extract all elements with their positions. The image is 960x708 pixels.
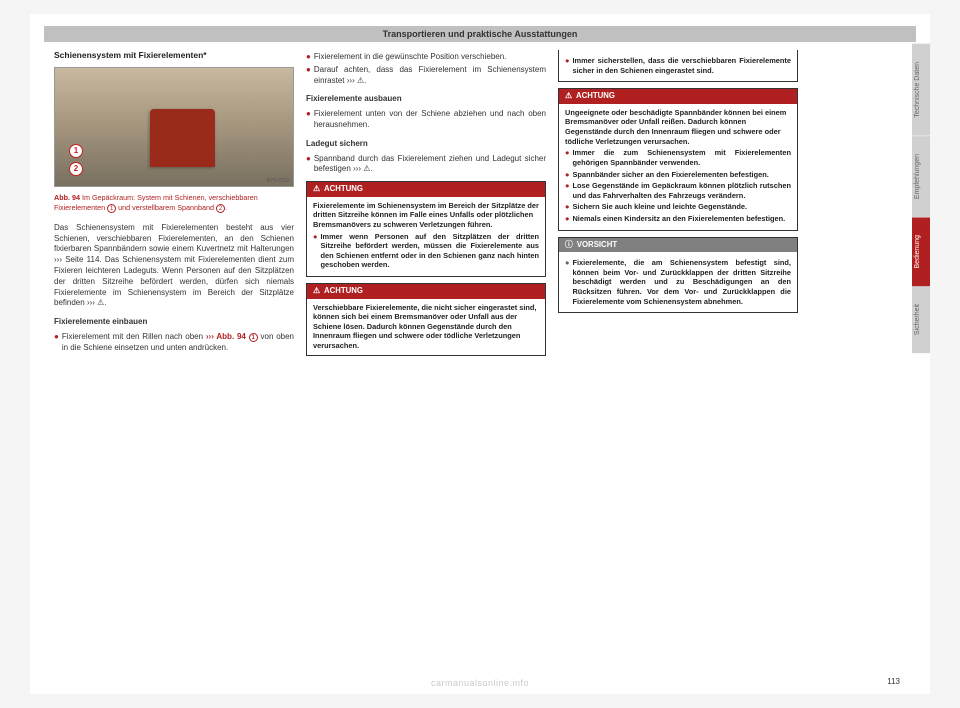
warning-title: ACHTUNG xyxy=(576,91,615,102)
bullet-dot: ● xyxy=(313,232,317,271)
tab-bedienung[interactable]: Bedienung xyxy=(912,217,930,286)
page-number: 113 xyxy=(887,677,900,686)
warning-body: Ungeeignete oder beschädigte Spannbänder… xyxy=(559,104,797,230)
fig-ref: ››› Abb. 94 xyxy=(206,332,249,341)
bullet-dot: ● xyxy=(306,154,311,176)
caption-end: . xyxy=(225,203,227,212)
bullet-item: ●Fixierelemente, die am Schienensystem b… xyxy=(565,258,791,306)
caution-body: ●Fixierelemente, die am Schienensystem b… xyxy=(559,252,797,312)
bullet-item: ●Darauf achten, dass das Fixierelement i… xyxy=(306,65,546,87)
bullet-item: ●Fixierelement unten von der Schiene abz… xyxy=(306,109,546,131)
bullet-text: Niemals einen Kindersitz an den Fixierel… xyxy=(572,214,785,224)
bullet-text: Spannband durch das Fixierelement ziehen… xyxy=(314,154,546,176)
caution-title: VORSICHT xyxy=(577,240,617,251)
caption-num-2: 2 xyxy=(216,204,225,213)
bullet-text: Lose Gegenstände im Gepäckraum können pl… xyxy=(572,181,791,200)
bullet-item: ●Spannbänder sicher an den Fixierelement… xyxy=(565,170,791,180)
bullet-text: Darauf achten, dass das Fixierelement im… xyxy=(314,65,546,87)
bullet-dot: ● xyxy=(306,52,311,63)
warning-header: ⚠ ACHTUNG xyxy=(307,182,545,197)
sub-heading: Ladegut sichern xyxy=(306,139,546,150)
marker-2: 2 xyxy=(69,162,83,176)
caution-header: ⓘ VORSICHT xyxy=(559,238,797,253)
bullet-text: Fixierelement mit den Rillen nach oben ›… xyxy=(62,332,294,354)
warning-icon: ⚠ xyxy=(565,91,572,102)
paragraph: Das Schienensystem mit Fixierelementen b… xyxy=(54,223,294,309)
bullet-dot: ● xyxy=(565,214,569,224)
bullet-text: Fixierelement unten von der Schiene abzi… xyxy=(314,109,546,131)
warning-box: ⚠ ACHTUNG Ungeeignete oder beschädigte Sp… xyxy=(558,88,798,230)
warning-body: Fixierelemente im Schienensystem im Bere… xyxy=(307,197,545,276)
sub-heading: Fixierelemente ausbauen xyxy=(306,94,546,105)
bullet-item: ●Spannband durch das Fixierelement ziehe… xyxy=(306,154,546,176)
warning-header: ⚠ ACHTUNG xyxy=(307,284,545,299)
bullet-text: Fixierelemente, die am Schienensystem be… xyxy=(572,258,791,306)
warning-title: ACHTUNG xyxy=(324,184,363,195)
bullet-item: ●Fixierelement in die gewünschte Positio… xyxy=(306,52,546,63)
watermark: carmanualsonline.info xyxy=(431,678,529,688)
figure-code: B7V-0712 xyxy=(267,178,289,185)
bullet-dot: ● xyxy=(565,202,569,212)
bullet-text: Immer sicherstellen, dass die verschiebb… xyxy=(572,56,791,75)
column-2: ●Fixierelement in die gewünschte Positio… xyxy=(306,50,546,362)
figure-caption: Abb. 94 Im Gepäckraum: System mit Schien… xyxy=(54,191,294,218)
tab-empfehlungen[interactable]: Empfehlungen xyxy=(912,136,930,217)
bullet-dot: ● xyxy=(54,332,59,354)
info-icon: ⓘ xyxy=(565,240,573,251)
figure-element xyxy=(150,109,215,167)
bullet-item: ●Immer sicherstellen, dass die verschieb… xyxy=(565,56,791,75)
bullet-text: Sichern Sie auch kleine und leichte Gege… xyxy=(572,202,747,212)
bullet-item: ●Immer wenn Personen auf den Sitzplätzen… xyxy=(313,232,539,271)
caption-ref: Abb. 94 xyxy=(54,193,80,202)
bullet-text: Fixierelement in die gewünschte Position… xyxy=(314,52,507,63)
bullet-text: Immer die zum Schienensystem mit Fixiere… xyxy=(572,148,791,167)
warning-para: Fixierelemente im Schienensystem im Bere… xyxy=(313,201,539,230)
content-columns: Schienensystem mit Fixierelementen* 1 2 … xyxy=(30,50,930,362)
warning-box-cont: ●Immer sicherstellen, dass die verschieb… xyxy=(558,50,798,82)
text: Fixierelement mit den Rillen nach oben xyxy=(62,332,206,341)
caption-text2: und verstellbarem Spannband xyxy=(116,203,216,212)
sub-heading: Fixierelemente einbauen xyxy=(54,317,294,328)
bullet-dot: ● xyxy=(565,258,569,306)
column-1: Schienensystem mit Fixierelementen* 1 2 … xyxy=(54,50,294,362)
bullet-text: Immer wenn Personen auf den Sitzplätzen … xyxy=(320,232,539,271)
bullet-item: ●Sichern Sie auch kleine und leichte Geg… xyxy=(565,202,791,212)
bullet-dot: ● xyxy=(565,148,569,167)
bullet-item: ● Fixierelement mit den Rillen nach oben… xyxy=(54,332,294,354)
bullet-item: ●Niemals einen Kindersitz an den Fixiere… xyxy=(565,214,791,224)
bullet-dot: ● xyxy=(306,109,311,131)
warning-body: ●Immer sicherstellen, dass die verschieb… xyxy=(559,50,797,81)
ref-num: 1 xyxy=(249,333,258,342)
marker-1: 1 xyxy=(69,144,83,158)
warning-box: ⚠ ACHTUNG Fixierelemente im Schienensyste… xyxy=(306,181,546,277)
page-header: Transportieren und praktische Ausstattun… xyxy=(44,26,916,42)
figure-abb94: 1 2 B7V-0712 xyxy=(54,67,294,187)
tab-sicherheit[interactable]: Sicherheit xyxy=(912,286,930,353)
bullet-dot: ● xyxy=(565,170,569,180)
bullet-text: Spannbänder sicher an den Fixierelemente… xyxy=(572,170,768,180)
tab-technische-daten[interactable]: Technische Daten xyxy=(912,44,930,136)
bullet-dot: ● xyxy=(565,56,569,75)
warning-icon: ⚠ xyxy=(313,286,320,297)
bullet-dot: ● xyxy=(306,65,311,87)
warning-para: Verschiebbare Fixierelemente, die nicht … xyxy=(313,303,539,351)
section-title: Schienensystem mit Fixierelementen* xyxy=(54,50,294,61)
warning-para: Ungeeignete oder beschädigte Spannbänder… xyxy=(565,108,791,147)
warning-header: ⚠ ACHTUNG xyxy=(559,89,797,104)
side-tabs: Technische Daten Empfehlungen Bedienung … xyxy=(912,44,930,353)
bullet-item: ●Immer die zum Schienensystem mit Fixier… xyxy=(565,148,791,167)
warning-box: ⚠ ACHTUNG Verschiebbare Fixierelemente, d… xyxy=(306,283,546,356)
column-3: ●Immer sicherstellen, dass die verschieb… xyxy=(558,50,798,362)
manual-page: Transportieren und praktische Ausstattun… xyxy=(30,14,930,694)
bullet-item: ●Lose Gegenstände im Gepäckraum können p… xyxy=(565,181,791,200)
warning-body: Verschiebbare Fixierelemente, die nicht … xyxy=(307,299,545,355)
warning-icon: ⚠ xyxy=(313,184,320,195)
bullet-dot: ● xyxy=(565,181,569,200)
warning-title: ACHTUNG xyxy=(324,286,363,297)
caution-box: ⓘ VORSICHT ●Fixierelemente, die am Schien… xyxy=(558,237,798,314)
caption-num-1: 1 xyxy=(107,204,116,213)
